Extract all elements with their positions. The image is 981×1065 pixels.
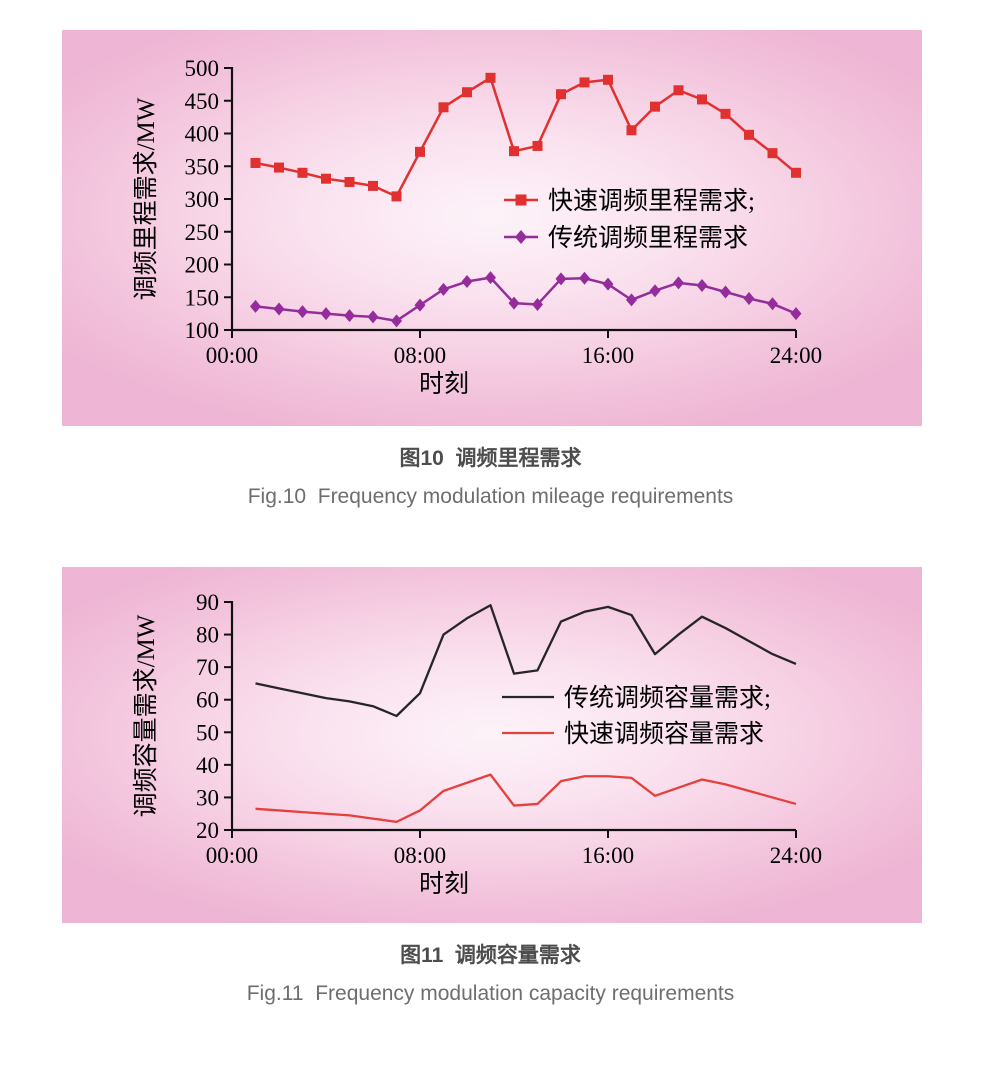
square-marker — [321, 173, 331, 184]
square-marker — [673, 85, 684, 96]
square-marker — [603, 74, 613, 85]
square-marker — [791, 167, 801, 178]
square-marker — [415, 146, 425, 157]
diamond-marker — [414, 298, 426, 312]
svg-text:70: 70 — [196, 655, 219, 680]
svg-text:250: 250 — [185, 220, 220, 245]
square-marker — [532, 140, 543, 151]
square-marker — [462, 87, 472, 98]
diamond-marker — [438, 282, 449, 296]
svg-text:100: 100 — [185, 318, 220, 343]
diamond-marker — [461, 275, 473, 289]
fm-mileage-chart: 100 150 200 250 300 350 400 450 500 00:00 08:00 16:… — [132, 56, 822, 398]
diamond-marker — [673, 276, 684, 290]
y-axis-label: 调频容量需求/MW — [132, 614, 160, 817]
svg-text:00:00: 00:00 — [206, 843, 258, 868]
svg-text:450: 450 — [185, 89, 220, 114]
svg-text:150: 150 — [185, 285, 220, 310]
square-marker — [767, 148, 778, 159]
figure-10-caption-zh: 图10 调频里程需求 — [399, 447, 582, 470]
square-marker — [368, 180, 378, 191]
diamond-marker — [391, 314, 402, 328]
diamond-marker — [250, 299, 261, 313]
svg-text:90: 90 — [196, 590, 219, 615]
svg-text:30: 30 — [196, 785, 219, 810]
svg-text:08:00: 08:00 — [394, 343, 446, 368]
square-marker — [579, 77, 590, 88]
square-marker — [274, 162, 284, 173]
svg-text:20: 20 — [196, 818, 219, 843]
svg-text:00:00: 00:00 — [206, 343, 258, 368]
svg-text:350: 350 — [185, 154, 220, 179]
square-marker — [250, 157, 261, 168]
square-marker — [297, 167, 308, 178]
square-marker — [744, 129, 754, 140]
y-axis-label: 调频里程需求/MW — [132, 97, 160, 300]
svg-text:16:00: 16:00 — [582, 343, 634, 368]
svg-text:40: 40 — [196, 753, 219, 778]
series-line — [255, 76, 797, 198]
svg-text:50: 50 — [196, 720, 219, 745]
square-marker — [438, 102, 449, 113]
diamond-marker — [344, 309, 355, 323]
svg-text:500: 500 — [185, 56, 220, 81]
legend-label: 传统调频里程需求 — [548, 224, 748, 252]
figure-11-caption-en: Fig.11 Frequency modulation capacity req… — [246, 982, 735, 1005]
square-marker — [626, 125, 637, 136]
diamond-marker — [532, 297, 543, 311]
square-marker — [509, 146, 519, 157]
diamond-marker — [602, 277, 614, 291]
x-axis-label: 时刻 — [419, 370, 469, 398]
square-marker — [650, 101, 660, 112]
series-line — [255, 604, 797, 718]
diamond-marker — [743, 292, 755, 306]
diamond-marker — [273, 302, 285, 316]
svg-text:08:00: 08:00 — [394, 843, 446, 868]
svg-text:300: 300 — [185, 187, 220, 212]
series-line — [255, 276, 797, 323]
diamond-marker — [508, 296, 520, 310]
diamond-marker — [320, 307, 332, 321]
diamond-marker — [626, 293, 637, 307]
diamond-marker — [485, 271, 496, 285]
square-marker — [391, 191, 402, 202]
legend-label: 快速调频容量需求 — [564, 720, 764, 748]
fm-capacity-chart: 20 30 40 50 60 70 80 90 00:00 08:00 16:00 24:00 时刻 调频… — [132, 590, 822, 898]
legend-label: 传统调频容量需求; — [564, 684, 771, 712]
svg-text:24:00: 24:00 — [770, 343, 822, 368]
series-line — [255, 773, 797, 824]
diamond-marker — [579, 271, 590, 285]
diamond-marker — [367, 310, 379, 324]
svg-text:24:00: 24:00 — [770, 843, 822, 868]
diamond-marker — [790, 307, 802, 321]
diamond-marker — [767, 297, 778, 311]
figure-10-caption-en: Fig.10 Frequency modulation mileage requ… — [247, 485, 734, 508]
square-marker — [556, 89, 566, 100]
square-marker — [697, 94, 707, 105]
legend-diamond-marker — [515, 230, 527, 244]
figure-11-chart-panel: 20 30 40 50 60 70 80 90 00:00 08:00 16:00 24:00 时刻 调频… — [62, 567, 922, 923]
svg-text:400: 400 — [185, 122, 220, 147]
square-marker — [720, 108, 731, 119]
svg-text:60: 60 — [196, 688, 219, 713]
svg-text:80: 80 — [196, 623, 219, 648]
x-axis-label: 时刻 — [419, 870, 469, 898]
figure-10-chart-panel: 100 150 200 250 300 350 400 450 500 00:00 08:00 16:… — [62, 30, 922, 426]
diamond-marker — [649, 284, 661, 298]
diamond-marker — [555, 272, 567, 286]
svg-text:200: 200 — [185, 253, 220, 278]
svg-text:16:00: 16:00 — [582, 843, 634, 868]
square-marker — [485, 72, 496, 83]
legend-square-marker — [515, 194, 527, 206]
diamond-marker — [696, 278, 708, 292]
figure-11-caption-zh: 图11 调频容量需求 — [400, 944, 581, 967]
diamond-marker — [297, 305, 308, 319]
legend-label: 快速调频里程需求; — [548, 187, 755, 215]
page: 100 150 200 250 300 350 400 450 500 00:00 08:00 16:… — [0, 30, 981, 1065]
diamond-marker — [720, 285, 731, 299]
square-marker — [344, 176, 355, 187]
